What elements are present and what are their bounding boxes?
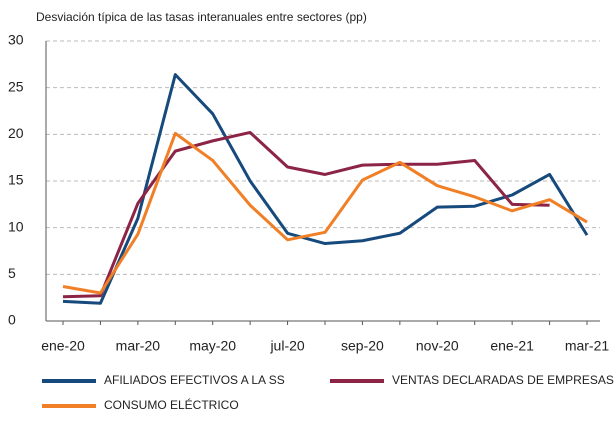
chart-title: Desviación típica de las tasas interanua…: [36, 10, 367, 24]
y-tick-label: 15: [8, 172, 24, 188]
x-tick-label: ene-20: [41, 338, 85, 354]
y-tick-label: 20: [8, 125, 24, 141]
x-tick-label: ene-21: [490, 338, 534, 354]
x-tick-label: mar-21: [565, 338, 610, 354]
x-tick-label: jul-20: [269, 338, 304, 354]
legend-label: VENTAS DECLARADAS DE EMPRESAS: [392, 373, 614, 387]
y-tick-label: 25: [8, 78, 24, 94]
y-tick-label: 10: [8, 218, 24, 234]
y-tick-label: 5: [8, 265, 16, 281]
series-line: [62, 131, 588, 295]
y-tick-label: 0: [8, 312, 16, 328]
series-line: [62, 73, 589, 305]
legend-label: CONSUMO ELÉCTRICO: [104, 397, 239, 412]
x-tick-label: nov-20: [416, 338, 459, 354]
series-line: [62, 130, 550, 299]
x-tick-label: sep-20: [341, 338, 384, 354]
legend-label: AFILIADOS EFECTIVOS A LA SS: [104, 373, 285, 387]
x-tick-label: may-20: [189, 338, 236, 354]
y-tick-label: 30: [8, 32, 24, 48]
x-tick-label: mar-20: [116, 338, 161, 354]
